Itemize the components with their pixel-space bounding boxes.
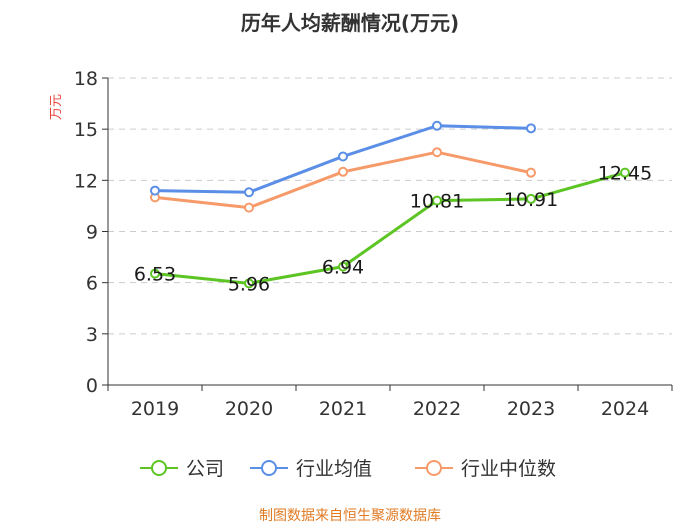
data-point (244, 278, 254, 289)
series-2 (150, 147, 536, 213)
data-point (432, 195, 442, 206)
legend-label: 公司 (186, 458, 224, 480)
data-point (244, 202, 254, 213)
series-0 (150, 167, 630, 289)
data-point (526, 193, 536, 204)
data-label: 12.45 (598, 163, 652, 185)
x-tick-label: 2020 (225, 398, 273, 420)
data-label: 5.96 (228, 273, 270, 295)
y-tick-label: 18 (74, 68, 98, 90)
data-point (338, 151, 348, 162)
x-tick-label: 2023 (507, 398, 555, 420)
data-point (620, 167, 630, 178)
chart-title: 历年人均薪酬情况(万元) (241, 11, 459, 35)
legend: 公司 行业均值 行业中位数 (140, 458, 556, 480)
legend-item-0[interactable]: 公司 (140, 458, 224, 480)
y-axis-label: 万元 (49, 94, 64, 120)
legend-label: 行业中位数 (461, 458, 556, 480)
data-point (338, 261, 348, 272)
legend-label: 行业均值 (296, 458, 372, 480)
data-point (150, 185, 160, 196)
x-tick-label: 2021 (319, 398, 367, 420)
legend-marker (261, 460, 277, 476)
x-tick-label: 2024 (601, 398, 649, 420)
series-layer (150, 120, 630, 289)
y-tick-label: 0 (86, 375, 98, 397)
data-point (432, 120, 442, 131)
legend-marker (151, 460, 167, 476)
grid-lines (108, 77, 672, 335)
data-point (244, 187, 254, 198)
y-tick-label: 12 (74, 170, 98, 192)
legend-marker (426, 460, 442, 476)
y-tick-label: 15 (74, 119, 98, 141)
series-line (154, 171, 626, 285)
data-point (526, 167, 536, 178)
data-label: 10.81 (410, 191, 464, 213)
data-label: 6.53 (134, 264, 176, 286)
data-label: 6.94 (322, 257, 364, 279)
x-tick-label: 2019 (131, 398, 179, 420)
y-tick-label: 3 (86, 324, 98, 346)
y-tick-label: 9 (86, 222, 98, 244)
axes: 0 3 6 9 12 15 18 2019 2020 2021 2022 2023 2024 (74, 68, 673, 420)
legend-item-1[interactable]: 行业均值 (250, 458, 372, 480)
data-point (150, 268, 160, 279)
data-point (526, 123, 536, 134)
data-label: 10.91 (504, 189, 558, 211)
series-1 (150, 120, 536, 198)
source-note: 制图数据来自恒生聚源数据库 (259, 508, 441, 524)
y-tick-label: 6 (86, 273, 98, 295)
x-tick-label: 2022 (413, 398, 461, 420)
data-point (432, 147, 442, 158)
data-labels: 6.53 5.96 6.94 10.81 10.91 12.45 (134, 163, 652, 296)
data-point (338, 166, 348, 177)
legend-item-2[interactable]: 行业中位数 (415, 458, 556, 480)
